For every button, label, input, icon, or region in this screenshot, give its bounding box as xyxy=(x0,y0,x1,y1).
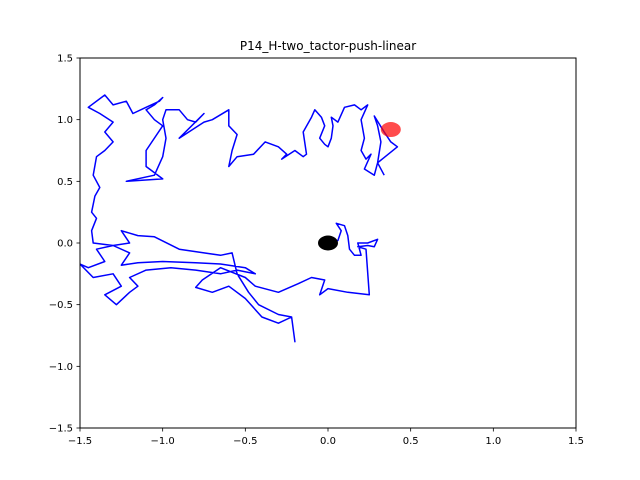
y-tick-label: 1.5 xyxy=(57,54,73,65)
x-tick-label: 0.0 xyxy=(320,436,336,447)
chart-title: P14_H-two_tactor-push-linear xyxy=(240,39,416,53)
y-tick-label: 1.0 xyxy=(57,115,73,126)
y-tick-label: −1.5 xyxy=(49,424,73,435)
y-tick-label: −1.0 xyxy=(49,362,73,373)
plot-area xyxy=(80,94,401,343)
target-marker xyxy=(380,122,401,138)
x-tick-label: 0.5 xyxy=(403,436,419,447)
y-tick-label: 0.0 xyxy=(57,239,73,250)
y-tick-label: −0.5 xyxy=(49,300,73,311)
x-tick-label: 1.5 xyxy=(568,436,584,447)
y-tick-label: 0.5 xyxy=(57,177,73,188)
x-tick-label: 1.0 xyxy=(485,436,501,447)
x-tick-label: −1.5 xyxy=(68,436,92,447)
x-tick-label: −0.5 xyxy=(233,436,257,447)
axes: −1.5 −1.0 −0.5 0.0 0.5 1.0 1.5 −1.5 −1.0 −0.5 0.0 0… xyxy=(49,54,584,448)
x-tick-label: −1.0 xyxy=(151,436,175,447)
trajectory-line xyxy=(80,94,399,343)
start-marker xyxy=(318,235,338,251)
